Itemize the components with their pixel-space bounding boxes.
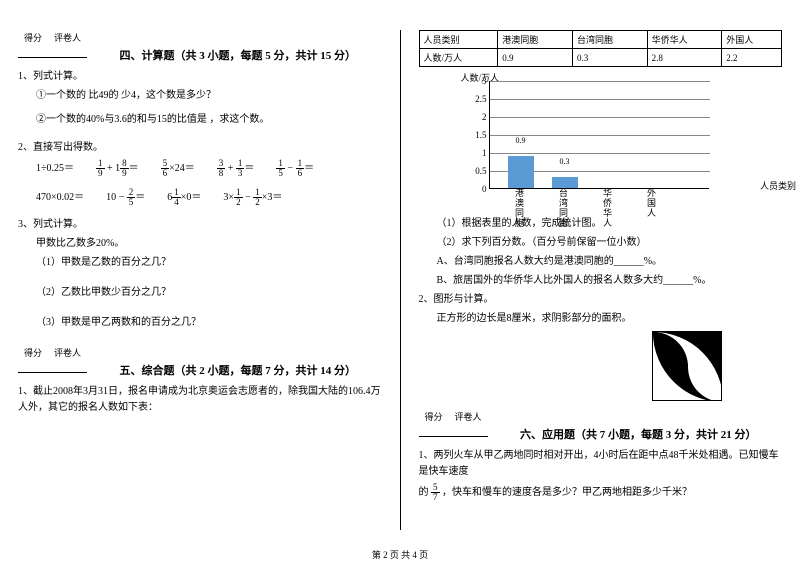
calc-item: 3×12 − 12×3＝: [223, 188, 282, 207]
calc-row-1: 1÷0.25＝ 19 + 189＝ 56×24＝ 38 + 13＝ 15 − 16＝: [36, 159, 382, 178]
q4-2-stem: 2、直接写出得数。: [18, 140, 382, 156]
rq2-body: 正方形的边长是8厘米，求阴影部分的面积。: [437, 311, 783, 327]
chart-x-label: 台湾同胞: [551, 189, 577, 229]
calc-item: 614×0＝: [167, 188, 201, 207]
q4-1-b: ②一个数的40%与3.6的和与15的比值是 ，求这个数。: [36, 112, 382, 128]
section-6-header: 得分评卷人 六、应用题（共 7 小题，每题 3 分，共计 21 分）: [419, 409, 783, 442]
calc-item: 38 + 13＝: [217, 159, 255, 178]
chart-y-tick: 3: [473, 76, 487, 86]
q4-3-c: （3）甲数是甲乙两数和的百分之几？: [36, 315, 382, 331]
table-header: 台湾同胞: [572, 31, 647, 49]
section-5-header: 得分评卷人 五、综合题（共 2 小题，每题 7 分，共计 14 分）: [18, 345, 382, 378]
table-header: 人员类别: [419, 31, 498, 49]
section-6-title: 六、应用题（共 7 小题，每题 3 分，共计 21 分）: [520, 426, 757, 442]
score-box: 得分评卷人: [18, 345, 87, 373]
chart-x-label: 华侨华人: [595, 189, 621, 229]
table-cell: 0.3: [572, 49, 647, 67]
q4-3-a: （1）甲数是乙数的百分之几？: [36, 255, 382, 271]
chart-x-title: 人员类别: [760, 179, 796, 192]
calc-item: 15 − 16＝: [276, 159, 314, 178]
table-header: 港澳同胞: [498, 31, 573, 49]
bar-chart: 人数/万人 0.90.3 人员类别 32.521.510.50 港澳同胞台湾同胞…: [459, 75, 783, 210]
chart-bar-label: 0.3: [560, 157, 570, 166]
table-header: 外国人: [722, 31, 782, 49]
chart-y-tick: 0.5: [473, 166, 487, 176]
calc-item: 19 + 189＝: [96, 159, 139, 178]
page-footer: 第 2 页 共 4 页: [0, 548, 800, 561]
chart-y-tick: 2: [473, 112, 487, 122]
score-box: 得分评卷人: [18, 30, 87, 58]
table-header: 华侨华人: [647, 31, 722, 49]
table-cell: 2.2: [722, 49, 782, 67]
q4-3-stem: 3、列式计算。: [18, 217, 382, 233]
section-4-title: 四、计算题（共 3 小题，每题 5 分，共计 15 分）: [120, 47, 357, 63]
chart-x-label: 港澳同胞: [507, 189, 533, 229]
chart-y-tick: 1: [473, 148, 487, 158]
calc-item: 1÷0.25＝: [36, 159, 74, 178]
chart-y-tick: 0: [473, 184, 487, 194]
score-label: 得分: [18, 30, 48, 45]
q5-1: 1、截止2008年3月31日，报名申请成为北京奥运会志愿者的，除我国大陆的106…: [18, 384, 382, 416]
rq1-ba: A、台湾同胞报名人数大约是港澳同胞的______%。: [437, 254, 783, 270]
table-cell: 人数/万人: [419, 49, 498, 67]
calc-item: 470×0.02＝: [36, 188, 84, 207]
square-shape-figure: [652, 331, 722, 401]
q6-1-b: 的 57 ，快车和慢车的速度各是多少？甲乙两地相距多少千米？: [419, 483, 783, 502]
chart-bar: [552, 177, 578, 188]
q4-3-intro: 甲数比乙数多20%。: [36, 236, 382, 252]
section-4-header: 得分评卷人 四、计算题（共 3 小题，每题 5 分，共计 15 分）: [18, 30, 382, 63]
chart-x-label: 外国人: [639, 189, 665, 219]
q6-1-a: 1、两列火车从甲乙两地同时相对开出，4小时后在距中点48千米处相遇。已知慢车是快…: [419, 448, 783, 480]
chart-bar-label: 0.9: [516, 136, 526, 145]
q4-1-a: ①一个数的 比49的 少4，这个数是多少？: [36, 88, 382, 104]
q4-3-b: （2）乙数比甲数少百分之几？: [36, 285, 382, 301]
chart-bar: [508, 156, 534, 188]
calc-item: 10 − 25＝: [106, 188, 145, 207]
calc-item: 56×24＝: [161, 159, 195, 178]
right-column: 人员类别港澳同胞台湾同胞华侨华人外国人 人数/万人0.90.32.82.2 人数…: [401, 0, 800, 540]
left-column: 得分评卷人 四、计算题（共 3 小题，每题 5 分，共计 15 分） 1、列式计…: [0, 0, 400, 540]
chart-y-tick: 1.5: [473, 130, 487, 140]
rq1-b: （2）求下列百分数。（百分号前保留一位小数）: [437, 235, 783, 251]
grader-label: 评卷人: [48, 30, 87, 45]
rq2-stem: 2、图形与计算。: [419, 292, 783, 308]
q4-1-stem: 1、列式计算。: [18, 69, 382, 85]
table-cell: 2.8: [647, 49, 722, 67]
calc-row-2: 470×0.02＝ 10 − 25＝ 614×0＝ 3×12 − 12×3＝: [36, 188, 382, 207]
fraction: 57: [431, 483, 440, 502]
table-cell: 0.9: [498, 49, 573, 67]
data-table: 人员类别港澳同胞台湾同胞华侨华人外国人 人数/万人0.90.32.82.2: [419, 30, 783, 67]
score-box: 得分评卷人: [419, 409, 488, 437]
section-5-title: 五、综合题（共 2 小题，每题 7 分，共计 14 分）: [120, 362, 357, 378]
chart-y-tick: 2.5: [473, 94, 487, 104]
chart-axes: 0.9 0.3: [489, 81, 709, 189]
rq1-bb: B、旅居国外的华侨华人比外国人的报名人数多大约______%。: [437, 273, 783, 289]
